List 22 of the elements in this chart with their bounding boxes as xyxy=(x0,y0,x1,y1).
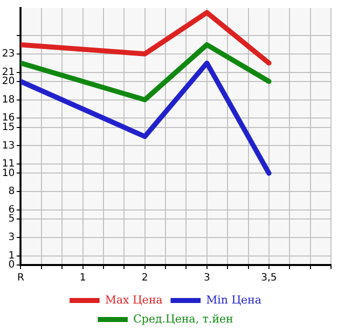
y-tick-label: 5 xyxy=(8,214,15,225)
y-tick-label: 23 xyxy=(2,48,15,60)
y-tick-label: 20 xyxy=(2,76,15,88)
y-tick-label: 15 xyxy=(2,122,15,133)
x-tick-label: R xyxy=(17,272,24,284)
y-tick-label: 13 xyxy=(2,140,15,152)
x-tick-label: 2 xyxy=(142,272,148,284)
y-tick-label: 3 xyxy=(8,232,15,244)
y-tick-label: 21 xyxy=(2,66,15,78)
x-tick-label: 3 xyxy=(204,272,210,284)
y-tick-label: 18 xyxy=(2,94,15,106)
x-tick-label: 3,5 xyxy=(260,272,277,284)
y-tick-label: 11 xyxy=(2,158,15,170)
legend-label: Min Цена xyxy=(206,293,262,306)
y-tick-label: 0 xyxy=(8,260,15,271)
x-tick-label: 1 xyxy=(80,272,86,284)
y-tick-label: 10 xyxy=(2,168,15,179)
y-tick-label: 16 xyxy=(2,112,15,124)
y-tick-label: 1 xyxy=(8,250,15,262)
legend-label: Сред.Цена, т.йен xyxy=(133,312,234,326)
legend-label: Max Цена xyxy=(105,293,164,306)
y-tick-label: 8 xyxy=(8,186,15,198)
